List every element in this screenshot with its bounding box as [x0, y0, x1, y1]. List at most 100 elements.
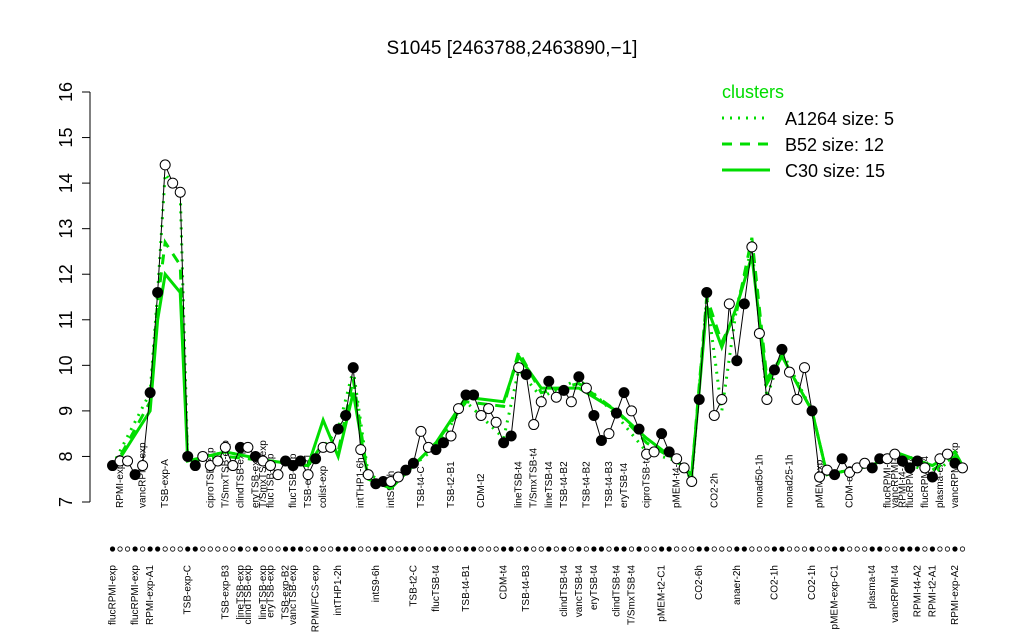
- rug-dot: [297, 546, 304, 552]
- point-label: eryTSB-exp: [250, 455, 261, 508]
- rug-dot: [899, 546, 905, 552]
- point: [535, 396, 547, 408]
- rug-dot: [237, 546, 243, 552]
- point: [648, 446, 660, 458]
- point: [776, 343, 788, 355]
- point: [956, 462, 968, 474]
- point: [189, 460, 201, 472]
- rug-dot: [117, 546, 123, 552]
- point: [588, 409, 600, 421]
- legend-title: clusters: [722, 82, 784, 102]
- rug-dot: [410, 546, 416, 552]
- rug-dot: [628, 546, 635, 552]
- rug-dot: [230, 546, 236, 552]
- point: [610, 407, 622, 419]
- point-label: vancRPMI-exp: [138, 442, 149, 508]
- point: [159, 159, 171, 171]
- rug-dot: [877, 546, 883, 552]
- point-label: lineTSB-t4: [514, 461, 525, 508]
- point: [799, 362, 811, 374]
- point: [580, 382, 592, 394]
- y-tick-label: 12: [56, 264, 76, 284]
- point-label: T/SmxTSB-t4: [529, 448, 540, 508]
- rug-dot: [523, 546, 529, 552]
- rug-dot: [486, 546, 492, 552]
- x-tick-label: CO2-6h: [694, 565, 705, 600]
- point: [528, 419, 540, 431]
- rug-dot: [892, 546, 898, 552]
- x-tick-label: clindTSB-exp: [243, 565, 254, 625]
- rug-dot: [613, 546, 620, 552]
- point: [761, 394, 773, 405]
- point: [731, 355, 743, 367]
- point: [520, 368, 532, 380]
- rug-dot: [816, 546, 823, 552]
- point: [137, 460, 149, 472]
- rug-dot: [350, 546, 356, 552]
- point: [941, 448, 953, 460]
- x-tick-label: TSB-t4-B1: [461, 565, 472, 612]
- rug-dot: [869, 546, 875, 552]
- x-tick-label: lineTSB-exp: [258, 565, 269, 620]
- x-tick-label: TSB-exp-C: [183, 565, 194, 614]
- x-tick-label: lineTSB-exp: [235, 565, 246, 620]
- point-label: eryTSB-t4: [619, 463, 630, 508]
- point: [919, 462, 931, 474]
- point: [445, 430, 457, 442]
- legend-label: A1264 size: 5: [785, 109, 894, 129]
- point-label: TSB-exp-A: [160, 459, 171, 508]
- x-tick-label: TSB-exp-B3: [220, 565, 231, 620]
- rug-dot: [719, 546, 725, 552]
- rug-dot: [455, 546, 462, 552]
- point: [437, 437, 449, 449]
- point-label: pMEM-exp: [815, 459, 826, 508]
- rug-dot: [674, 546, 680, 552]
- rug-dot: [508, 546, 514, 552]
- rug-dot: [944, 546, 951, 552]
- point-label: flucRPMI-t4: [920, 455, 931, 508]
- rug-dot: [591, 546, 597, 552]
- rug-dot: [252, 546, 259, 552]
- rug-dot: [824, 546, 830, 552]
- point-label: RPMI-t4-A2: [897, 455, 908, 508]
- point: [415, 425, 427, 437]
- rug-dot: [200, 546, 206, 552]
- rug-dot: [689, 546, 695, 552]
- rug-dot: [162, 546, 168, 552]
- point-label: CO2-2h: [709, 473, 720, 508]
- rug-dot: [749, 546, 755, 552]
- rug-dot: [711, 546, 717, 552]
- rug-dot: [771, 546, 778, 552]
- rug-dot: [328, 546, 334, 552]
- rug-dot: [343, 546, 349, 552]
- x-tick-label: flucRPMI-exp: [130, 565, 141, 625]
- x-tick-label: T/SmxTSB-t4: [627, 565, 638, 625]
- y-tick-label: 11: [56, 310, 76, 329]
- rug-dot: [741, 546, 747, 552]
- rug-dot: [704, 546, 710, 552]
- rug-dot: [320, 546, 326, 552]
- point-label: flucTSB-exp: [265, 453, 276, 508]
- rug-dot: [155, 546, 161, 552]
- point: [144, 387, 156, 399]
- rug-dot: [937, 546, 943, 552]
- rug-dot: [177, 546, 183, 552]
- point: [550, 391, 562, 403]
- x-tick-label: CO2-1h: [769, 565, 780, 600]
- point-label: colist-exp: [318, 465, 329, 508]
- point: [498, 437, 510, 449]
- rug-dot: [109, 546, 116, 552]
- point-label: pMEM-t4-C: [672, 457, 683, 508]
- x-tick-label: RPMI-t4-A2: [912, 565, 923, 618]
- point: [242, 441, 254, 453]
- x-tick-label: CO2-1h: [807, 565, 818, 600]
- rug-dot: [952, 546, 958, 552]
- point-label: ciproTSB-exp: [205, 447, 216, 508]
- point: [896, 455, 908, 467]
- rug-dot: [192, 546, 198, 552]
- rug-dot: [305, 546, 311, 552]
- rug-dot: [779, 546, 785, 552]
- point: [453, 403, 465, 415]
- rug-dot: [538, 546, 544, 552]
